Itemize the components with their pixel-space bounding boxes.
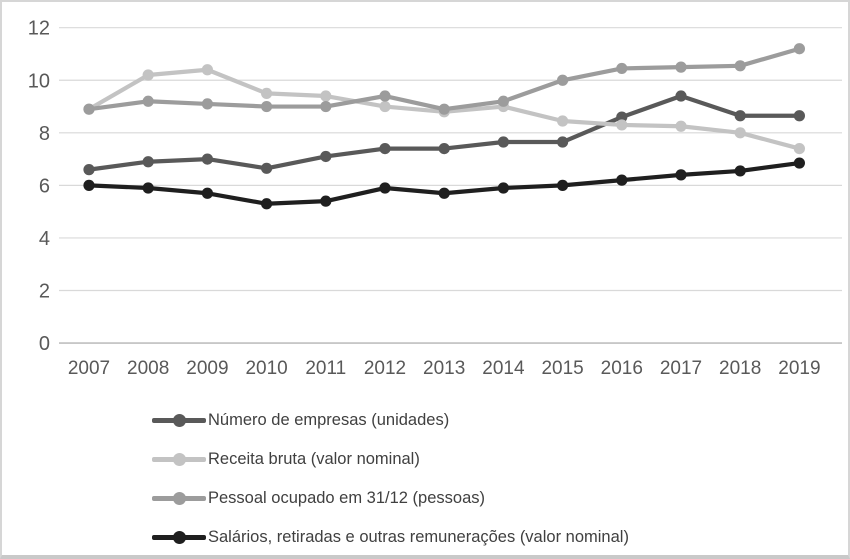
data-point <box>320 100 332 113</box>
data-point <box>201 64 213 76</box>
data-point <box>616 119 628 131</box>
legend-label: Pessoal ocupado em 31/12 (pessoas) <box>208 489 486 507</box>
data-point <box>557 115 569 127</box>
data-point <box>83 164 95 176</box>
data-point <box>142 95 154 107</box>
data-point <box>438 187 450 199</box>
x-tick-label: 2011 <box>305 358 346 379</box>
data-point <box>734 127 746 139</box>
line-chart-svg: 0 2 4 6 8 10 12 2007 2008 2009 2010 2011 2012 2013 201… <box>28 18 842 379</box>
data-point <box>497 136 509 148</box>
data-point <box>793 43 806 55</box>
data-point <box>616 111 628 123</box>
data-point <box>557 74 569 86</box>
data-point <box>142 156 154 168</box>
data-point <box>83 103 95 115</box>
chart-legend: Número de empresas (unidades) Receita bru… <box>152 401 848 555</box>
data-point <box>201 98 213 110</box>
data-point <box>734 110 746 122</box>
x-tick-label: 2018 <box>719 358 761 379</box>
y-tick-label: 12 <box>28 18 50 40</box>
data-point <box>675 90 687 102</box>
legend-item: Pessoal ocupado em 31/12 (pessoas) <box>152 479 848 518</box>
legend-dot-icon <box>172 492 186 505</box>
y-tick-label: 2 <box>39 281 50 303</box>
x-tick-label: 2009 <box>186 358 228 379</box>
y-tick-label: 0 <box>39 333 50 355</box>
data-point <box>616 62 628 75</box>
data-point <box>379 182 391 194</box>
data-point <box>83 179 95 191</box>
data-point <box>497 182 509 194</box>
data-point <box>201 153 213 165</box>
data-point <box>320 150 332 163</box>
data-point <box>320 195 332 207</box>
x-tick-label: 2013 <box>423 358 465 379</box>
legend-label: Número de empresas (unidades) <box>208 411 450 429</box>
data-point <box>675 169 687 181</box>
legend-item: Número de empresas (unidades) <box>152 401 848 440</box>
data-point <box>675 61 687 73</box>
data-point <box>142 182 154 194</box>
y-tick-label: 8 <box>39 123 50 145</box>
x-tick-label: 2015 <box>541 358 583 379</box>
data-point <box>734 165 746 177</box>
legend-label: Salários, retiradas e outras remuneraçõe… <box>208 528 629 546</box>
data-point <box>497 95 509 107</box>
y-tick-label: 6 <box>39 175 50 197</box>
legend-dot-icon <box>172 453 186 466</box>
data-point <box>793 142 806 155</box>
data-point <box>379 142 391 155</box>
data-point <box>379 90 391 102</box>
x-tick-label: 2008 <box>127 358 169 379</box>
x-tick-label: 2019 <box>778 358 820 379</box>
data-point <box>438 103 450 115</box>
legend-item: Salários, retiradas e outras remuneraçõe… <box>152 518 848 555</box>
data-point <box>379 100 391 113</box>
data-point <box>142 69 154 81</box>
data-point <box>675 120 687 132</box>
data-point <box>201 187 213 199</box>
data-point <box>734 60 746 72</box>
legend-line-marker-icon <box>152 531 206 544</box>
data-point <box>616 174 628 186</box>
legend-item: Receita bruta (valor nominal) <box>152 440 848 479</box>
x-tick-label: 2012 <box>364 358 406 379</box>
x-tick-label: 2014 <box>482 358 525 379</box>
x-tick-label: 2010 <box>245 358 287 379</box>
x-tick-label: 2016 <box>601 358 643 379</box>
legend-dot-icon <box>172 531 186 544</box>
legend-line-marker-icon <box>152 414 206 427</box>
legend-line-marker-icon <box>152 453 206 466</box>
y-tick-label: 4 <box>39 228 50 250</box>
legend-line-marker-icon <box>152 492 206 505</box>
data-point <box>438 142 450 155</box>
x-tick-label: 2007 <box>68 358 110 379</box>
data-point <box>261 87 273 99</box>
data-point <box>261 100 273 113</box>
legend-dot-icon <box>172 414 186 427</box>
data-point <box>793 110 806 122</box>
data-point <box>557 179 569 191</box>
x-tick-label: 2017 <box>660 358 702 379</box>
data-point <box>793 157 806 169</box>
data-point <box>261 162 273 174</box>
data-point <box>557 136 569 148</box>
legend-label: Receita bruta (valor nominal) <box>208 450 420 468</box>
data-point <box>320 90 332 102</box>
data-point <box>261 198 273 210</box>
y-tick-label: 10 <box>28 70 50 92</box>
